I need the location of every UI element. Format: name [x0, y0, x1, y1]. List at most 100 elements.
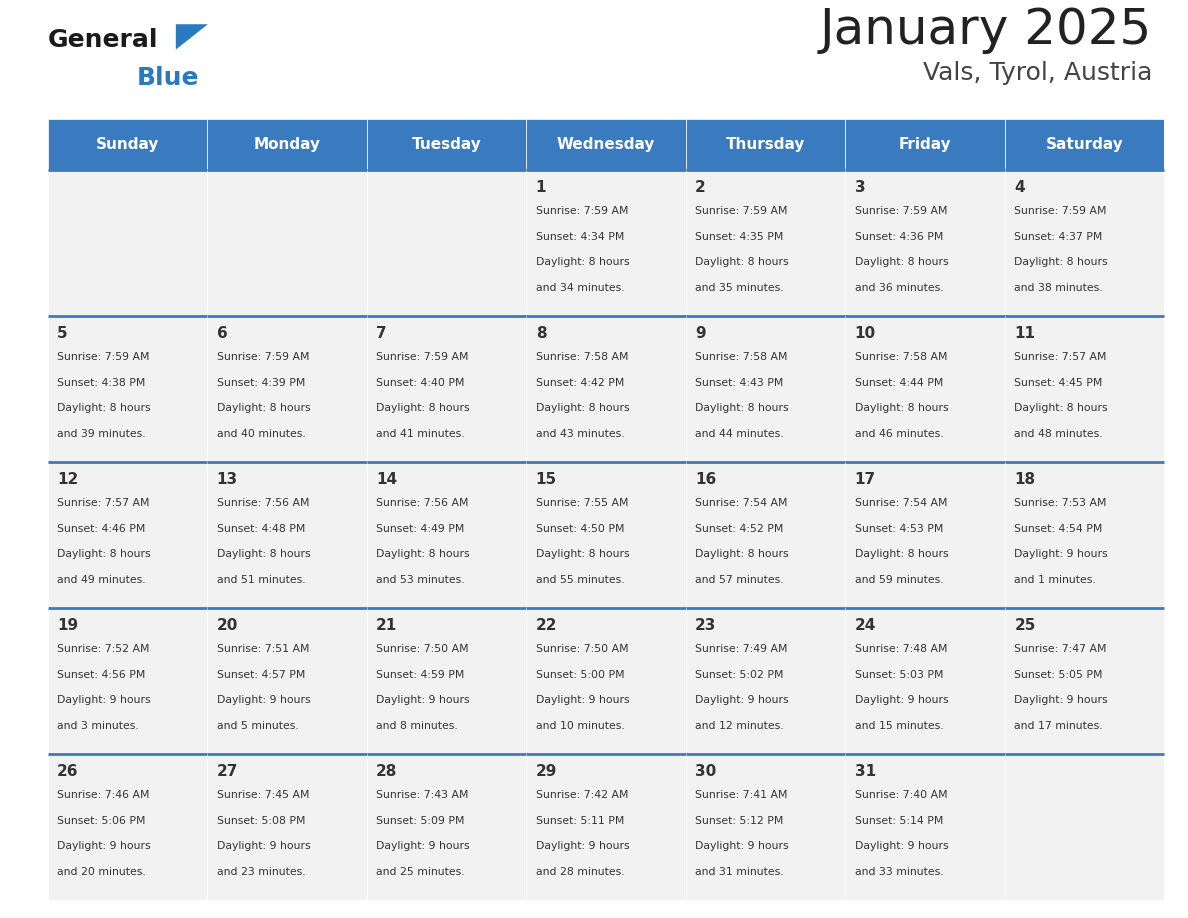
Text: Daylight: 9 hours: Daylight: 9 hours — [695, 841, 789, 851]
Text: 12: 12 — [57, 472, 78, 487]
Polygon shape — [176, 24, 208, 50]
Text: and 25 minutes.: and 25 minutes. — [377, 867, 465, 877]
Text: Daylight: 8 hours: Daylight: 8 hours — [536, 549, 630, 559]
Text: Daylight: 8 hours: Daylight: 8 hours — [536, 403, 630, 413]
Text: and 1 minutes.: and 1 minutes. — [1015, 575, 1097, 585]
Text: Sunrise: 7:43 AM: Sunrise: 7:43 AM — [377, 790, 468, 800]
Text: Sunday: Sunday — [95, 137, 159, 152]
Text: and 55 minutes.: and 55 minutes. — [536, 575, 625, 585]
Text: and 10 minutes.: and 10 minutes. — [536, 721, 625, 731]
Text: and 39 minutes.: and 39 minutes. — [57, 429, 146, 439]
Text: and 49 minutes.: and 49 minutes. — [57, 575, 146, 585]
Text: Daylight: 8 hours: Daylight: 8 hours — [1015, 257, 1108, 267]
Text: Daylight: 9 hours: Daylight: 9 hours — [695, 695, 789, 705]
Text: and 35 minutes.: and 35 minutes. — [695, 283, 784, 293]
Text: Sunrise: 7:47 AM: Sunrise: 7:47 AM — [1015, 644, 1107, 655]
Text: 14: 14 — [377, 472, 397, 487]
Text: 4: 4 — [1015, 180, 1025, 195]
Text: Daylight: 8 hours: Daylight: 8 hours — [854, 549, 948, 559]
Text: and 41 minutes.: and 41 minutes. — [377, 429, 465, 439]
Text: January 2025: January 2025 — [820, 6, 1152, 53]
Text: Sunrise: 7:58 AM: Sunrise: 7:58 AM — [695, 353, 788, 363]
Text: Daylight: 9 hours: Daylight: 9 hours — [57, 841, 151, 851]
Text: and 57 minutes.: and 57 minutes. — [695, 575, 784, 585]
Text: Sunrise: 7:48 AM: Sunrise: 7:48 AM — [854, 644, 947, 655]
Text: and 12 minutes.: and 12 minutes. — [695, 721, 784, 731]
Text: Daylight: 8 hours: Daylight: 8 hours — [695, 403, 789, 413]
Text: Sunrise: 7:59 AM: Sunrise: 7:59 AM — [854, 207, 947, 217]
Text: and 44 minutes.: and 44 minutes. — [695, 429, 784, 439]
Text: Sunrise: 7:51 AM: Sunrise: 7:51 AM — [216, 644, 309, 655]
Text: and 28 minutes.: and 28 minutes. — [536, 867, 625, 877]
Text: Sunrise: 7:58 AM: Sunrise: 7:58 AM — [536, 353, 628, 363]
Text: Sunrise: 7:56 AM: Sunrise: 7:56 AM — [377, 498, 468, 509]
Text: Sunrise: 7:52 AM: Sunrise: 7:52 AM — [57, 644, 150, 655]
Text: Sunset: 5:11 PM: Sunset: 5:11 PM — [536, 816, 624, 825]
Text: and 33 minutes.: and 33 minutes. — [854, 867, 943, 877]
Text: 18: 18 — [1015, 472, 1036, 487]
Text: Sunrise: 7:49 AM: Sunrise: 7:49 AM — [695, 644, 788, 655]
Text: Daylight: 9 hours: Daylight: 9 hours — [216, 695, 310, 705]
Text: and 23 minutes.: and 23 minutes. — [216, 867, 305, 877]
Text: and 51 minutes.: and 51 minutes. — [216, 575, 305, 585]
Text: Sunset: 5:14 PM: Sunset: 5:14 PM — [854, 816, 943, 825]
Text: and 8 minutes.: and 8 minutes. — [377, 721, 457, 731]
Text: Sunrise: 7:57 AM: Sunrise: 7:57 AM — [1015, 353, 1107, 363]
Text: Sunrise: 7:50 AM: Sunrise: 7:50 AM — [536, 644, 628, 655]
Text: and 17 minutes.: and 17 minutes. — [1015, 721, 1102, 731]
Text: Sunset: 4:37 PM: Sunset: 4:37 PM — [1015, 232, 1102, 241]
Text: Daylight: 9 hours: Daylight: 9 hours — [216, 841, 310, 851]
Text: and 40 minutes.: and 40 minutes. — [216, 429, 305, 439]
Text: Saturday: Saturday — [1045, 137, 1124, 152]
Text: Friday: Friday — [898, 137, 952, 152]
Text: Sunset: 4:42 PM: Sunset: 4:42 PM — [536, 378, 624, 387]
Text: Sunset: 4:35 PM: Sunset: 4:35 PM — [695, 232, 784, 241]
Text: Daylight: 9 hours: Daylight: 9 hours — [854, 695, 948, 705]
Text: and 36 minutes.: and 36 minutes. — [854, 283, 943, 293]
Text: Sunset: 4:40 PM: Sunset: 4:40 PM — [377, 378, 465, 387]
Text: Sunset: 4:52 PM: Sunset: 4:52 PM — [695, 524, 784, 533]
Text: Daylight: 9 hours: Daylight: 9 hours — [536, 695, 630, 705]
Text: 21: 21 — [377, 618, 398, 633]
Text: 3: 3 — [854, 180, 865, 195]
Text: Sunset: 5:00 PM: Sunset: 5:00 PM — [536, 670, 625, 679]
Text: Sunrise: 7:42 AM: Sunrise: 7:42 AM — [536, 790, 628, 800]
Text: Daylight: 9 hours: Daylight: 9 hours — [1015, 549, 1108, 559]
Text: and 43 minutes.: and 43 minutes. — [536, 429, 625, 439]
Text: Blue: Blue — [137, 66, 200, 90]
Text: Sunset: 5:06 PM: Sunset: 5:06 PM — [57, 816, 146, 825]
Text: 31: 31 — [854, 764, 876, 778]
Text: Sunset: 4:39 PM: Sunset: 4:39 PM — [216, 378, 305, 387]
Text: Sunset: 5:12 PM: Sunset: 5:12 PM — [695, 816, 784, 825]
Text: Sunset: 4:49 PM: Sunset: 4:49 PM — [377, 524, 465, 533]
Text: Sunrise: 7:59 AM: Sunrise: 7:59 AM — [216, 353, 309, 363]
Text: Daylight: 8 hours: Daylight: 8 hours — [57, 549, 151, 559]
Text: 7: 7 — [377, 326, 387, 341]
Text: and 31 minutes.: and 31 minutes. — [695, 867, 784, 877]
Text: Sunset: 5:03 PM: Sunset: 5:03 PM — [854, 670, 943, 679]
Text: 26: 26 — [57, 764, 78, 778]
Text: Sunrise: 7:54 AM: Sunrise: 7:54 AM — [695, 498, 788, 509]
Text: 13: 13 — [216, 472, 238, 487]
Text: 2: 2 — [695, 180, 706, 195]
Text: Sunset: 5:08 PM: Sunset: 5:08 PM — [216, 816, 305, 825]
Text: Sunset: 4:36 PM: Sunset: 4:36 PM — [854, 232, 943, 241]
Text: and 46 minutes.: and 46 minutes. — [854, 429, 943, 439]
Text: 28: 28 — [377, 764, 398, 778]
Text: Daylight: 8 hours: Daylight: 8 hours — [216, 403, 310, 413]
Text: Daylight: 9 hours: Daylight: 9 hours — [536, 841, 630, 851]
Text: Daylight: 8 hours: Daylight: 8 hours — [854, 403, 948, 413]
Text: Sunrise: 7:59 AM: Sunrise: 7:59 AM — [377, 353, 468, 363]
Text: and 5 minutes.: and 5 minutes. — [216, 721, 298, 731]
Text: Sunrise: 7:59 AM: Sunrise: 7:59 AM — [57, 353, 150, 363]
Text: Daylight: 8 hours: Daylight: 8 hours — [695, 549, 789, 559]
Text: Sunrise: 7:59 AM: Sunrise: 7:59 AM — [1015, 207, 1107, 217]
Text: Sunset: 4:43 PM: Sunset: 4:43 PM — [695, 378, 784, 387]
Text: 11: 11 — [1015, 326, 1035, 341]
Text: Daylight: 8 hours: Daylight: 8 hours — [216, 549, 310, 559]
Text: Sunset: 4:53 PM: Sunset: 4:53 PM — [854, 524, 943, 533]
Text: Wednesday: Wednesday — [557, 137, 655, 152]
Text: Sunset: 4:38 PM: Sunset: 4:38 PM — [57, 378, 145, 387]
Text: Sunrise: 7:50 AM: Sunrise: 7:50 AM — [377, 644, 469, 655]
Text: Sunset: 4:59 PM: Sunset: 4:59 PM — [377, 670, 465, 679]
